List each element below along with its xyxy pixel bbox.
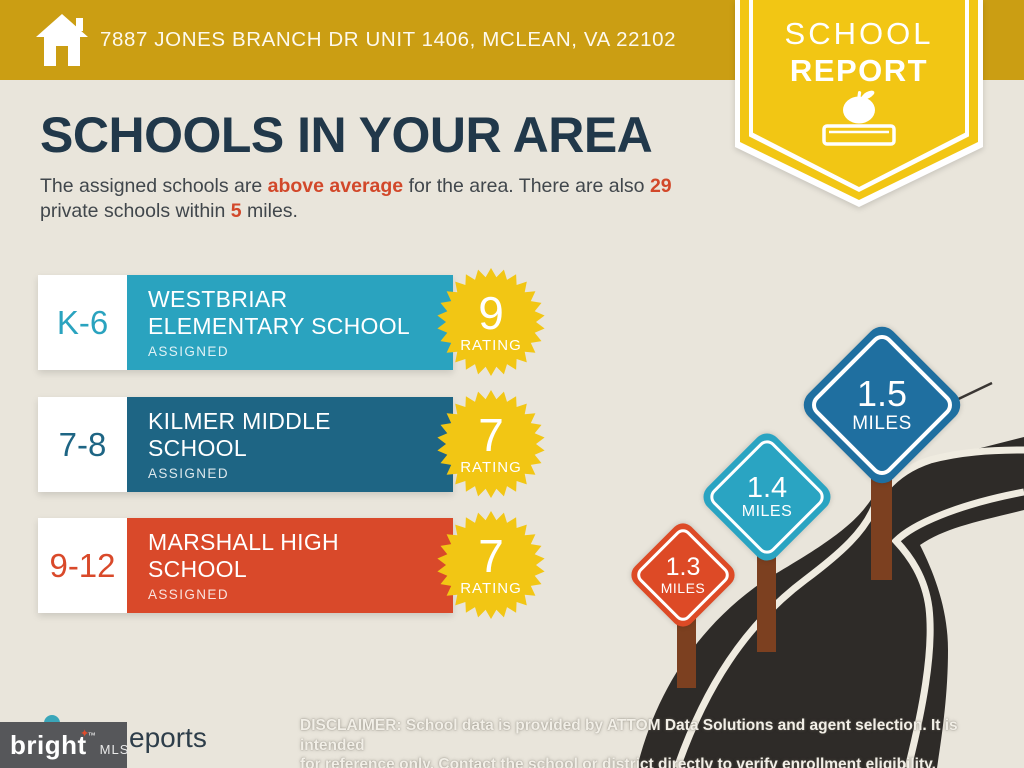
intro-highlight-miles: 5 xyxy=(230,199,242,222)
intro-segment: miles. xyxy=(241,199,298,222)
grade-range: 9-12 xyxy=(38,518,127,613)
disclaimer-line2: for reference only. Contact the school o… xyxy=(300,756,936,768)
starburst-shape xyxy=(437,390,545,498)
distance-unit: MILES xyxy=(852,412,912,434)
distance-value: 1.3 xyxy=(665,552,701,581)
rating-badge-elementary: 9 RATING xyxy=(436,267,546,377)
school-name: MARSHALL HIGH SCHOOL xyxy=(148,529,339,582)
starburst-shape xyxy=(437,511,545,619)
intro-highlight-above-average: above average xyxy=(267,175,404,197)
school-name-bar: KILMER MIDDLE SCHOOL ASSIGNED xyxy=(127,397,453,492)
grade-range-label: 7-8 xyxy=(58,425,107,463)
school-name: WESTBRIAR ELEMENTARY SCHOOL xyxy=(148,286,411,339)
road-inner-line xyxy=(891,488,1024,768)
apple-on-book-icon xyxy=(822,90,896,146)
page-title: SCHOOLS IN YOUR AREA xyxy=(40,107,653,163)
assigned-status: ASSIGNED xyxy=(148,586,229,602)
disclaimer-label: DISCLAIMER: xyxy=(300,717,402,734)
disclaimer-line1: School data is provided by ATTOM Data So… xyxy=(300,717,958,754)
school-name-bar: MARSHALL HIGH SCHOOL ASSIGNED xyxy=(127,518,453,613)
rating-badge-middle: 7 RATING xyxy=(436,389,546,499)
school-report-badge: SCHOOL REPORT xyxy=(735,0,983,207)
grade-range: K-6 xyxy=(38,275,127,370)
distance-sign-1-4-miles: 1.4 MILES xyxy=(697,427,837,567)
school-card-middle: 7-8 KILMER MIDDLE SCHOOL ASSIGNED xyxy=(38,397,453,492)
school-name-bar: WESTBRIAR ELEMENTARY SCHOOL ASSIGNED xyxy=(127,275,453,370)
logo-star-icon: ✦ xyxy=(80,728,90,740)
rating-value: 7 xyxy=(478,530,504,582)
distance-unit: MILES xyxy=(660,580,706,597)
brightmls-watermark: bright ™ MLS ✦ xyxy=(0,722,130,768)
starburst-shape xyxy=(437,268,545,376)
grade-range: 7-8 xyxy=(38,397,127,492)
assigned-status: ASSIGNED xyxy=(148,343,229,359)
rating-label: RATING xyxy=(460,337,522,354)
badge-title-line1: SCHOOL xyxy=(784,16,934,51)
grade-range-label: K-6 xyxy=(56,303,109,341)
distance-value: 1.5 xyxy=(856,373,908,415)
distance-value: 1.4 xyxy=(746,471,788,504)
grade-range-label: 9-12 xyxy=(49,546,116,584)
school-card-high: 9-12 MARSHALL HIGH SCHOOL ASSIGNED xyxy=(38,518,453,613)
sign-post-3 xyxy=(871,476,892,580)
assigned-status: ASSIGNED xyxy=(148,465,229,481)
rating-label: RATING xyxy=(460,580,522,597)
intro-text: The assigned schools are above average f… xyxy=(40,174,712,224)
rating-badge-high: 7 RATING xyxy=(436,510,546,620)
brightmls-logo: bright xyxy=(10,729,87,760)
rating-value: 7 xyxy=(478,409,504,461)
trademark-symbol: ™ xyxy=(87,731,96,740)
home-icon xyxy=(36,14,88,66)
distance-unit: MILES xyxy=(741,503,793,521)
rating-label: RATING xyxy=(460,459,522,476)
intro-highlight-private-count: 29 xyxy=(649,175,672,197)
intro-segment: The assigned schools are xyxy=(40,175,268,197)
rating-value: 9 xyxy=(478,287,504,339)
mls-label: MLS xyxy=(99,742,130,757)
distance-sign-1-5-miles: 1.5 MILES xyxy=(797,320,967,490)
school-card-elementary: K-6 WESTBRIAR ELEMENTARY SCHOOL ASSIGNED xyxy=(38,275,453,370)
property-address: 7887 JONES BRANCH DR UNIT 1406, MCLEAN, … xyxy=(100,28,677,51)
road-outer-line xyxy=(673,446,1024,768)
partial-logo-text: eports xyxy=(129,722,207,753)
badge-title-line2: REPORT xyxy=(789,53,929,88)
intro-segment: for the area. There are also xyxy=(403,175,650,197)
school-name: KILMER MIDDLE SCHOOL xyxy=(148,408,331,461)
intro-segment: private schools within xyxy=(40,199,231,222)
sign-post-2 xyxy=(757,542,776,652)
disclaimer: DISCLAIMER: School data is provided by A… xyxy=(300,716,980,768)
